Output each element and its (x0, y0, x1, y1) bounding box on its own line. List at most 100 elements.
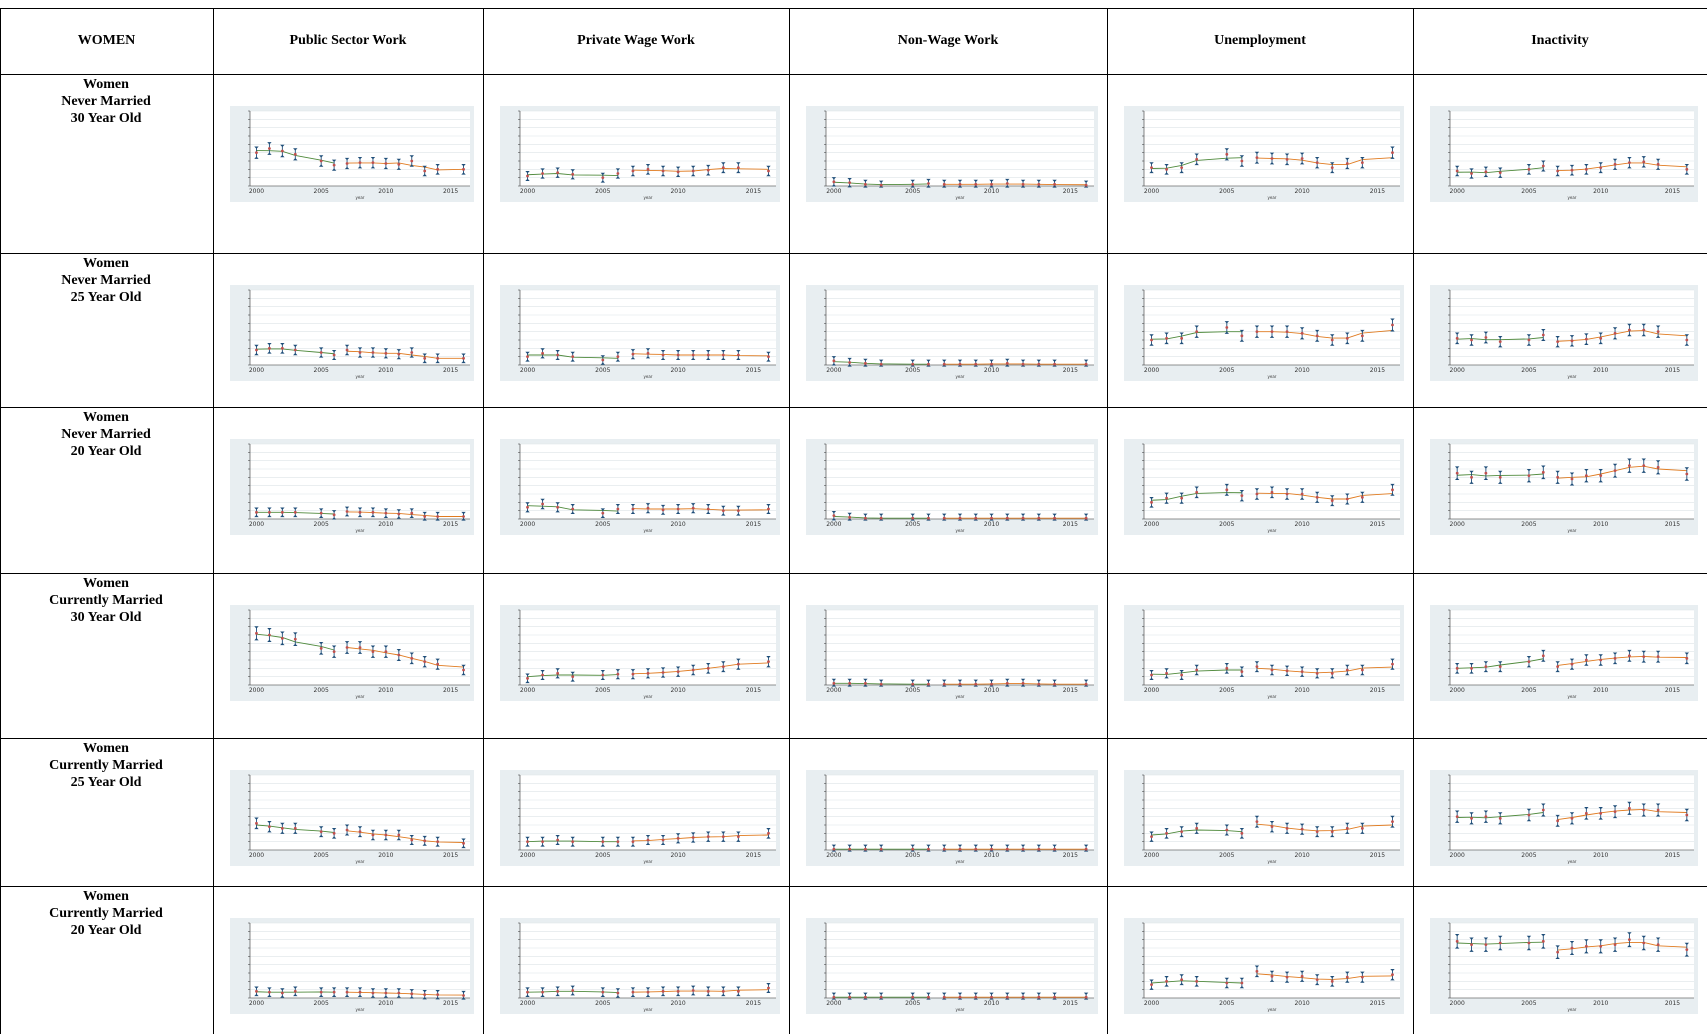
ci-cap (1598, 341, 1603, 345)
ci-cap (1498, 481, 1503, 484)
data-point (332, 353, 336, 357)
ci-cap (1360, 971, 1365, 975)
ci-cap (615, 503, 621, 507)
x-tick-label: 2015 (443, 1000, 458, 1007)
ci-cap (660, 993, 666, 997)
x-axis-label: year (356, 694, 365, 699)
data-point (1053, 516, 1056, 520)
data-point (721, 509, 725, 513)
data-point (601, 673, 605, 677)
ci-cap (1360, 165, 1365, 169)
chart-panel: 2000 2005 2010 2015 year (500, 918, 780, 1014)
data-point (646, 167, 650, 171)
x-axis-label: year (1568, 694, 1577, 699)
data-point (879, 362, 883, 366)
x-tick-label: 2010 (670, 521, 685, 528)
ci-cap (1020, 185, 1026, 188)
ci-cap (766, 503, 771, 507)
ci-cap (1194, 486, 1199, 489)
x-tick-label: 2015 (1370, 687, 1385, 694)
data-point (911, 182, 915, 186)
table-column-divider (1107, 8, 1108, 1034)
ci-cap (1164, 501, 1169, 504)
data-point (1285, 330, 1289, 334)
data-point (1270, 974, 1274, 978)
ci-cap (1655, 814, 1661, 817)
data-point (423, 839, 427, 843)
data-point (1570, 662, 1574, 666)
chart-panel: 2000 2005 2010 2015 year (806, 285, 1098, 381)
x-tick-label: 2000 (520, 521, 535, 528)
ci-cap (1612, 815, 1618, 819)
data-point (1330, 979, 1334, 983)
ci-cap (570, 169, 575, 172)
ci-cap (1598, 654, 1603, 657)
ci-cap (570, 503, 575, 507)
ci-cap (831, 684, 837, 687)
ci-cap (1498, 167, 1503, 170)
row-header-line: Women (83, 576, 129, 591)
ci-cap (1584, 951, 1589, 954)
ci-cap (973, 185, 978, 188)
ci-cap (1330, 676, 1335, 679)
ci-cap (461, 172, 466, 175)
data-point (631, 840, 635, 844)
ci-cap (630, 844, 636, 847)
x-tick-label: 2010 (1593, 188, 1608, 195)
data-point (1300, 331, 1304, 335)
ci-cap (1314, 156, 1320, 160)
plot-area (250, 923, 470, 998)
data-point (864, 182, 867, 186)
ci-cap (461, 353, 466, 356)
data-point (736, 835, 740, 839)
data-point (1150, 338, 1153, 342)
data-point (736, 353, 740, 357)
ci-cap (1052, 679, 1057, 683)
data-point (556, 989, 560, 993)
ci-cap (1314, 974, 1320, 977)
ci-cap (736, 349, 741, 353)
ci-cap (1194, 664, 1199, 668)
ci-cap (344, 166, 350, 170)
data-point (958, 362, 962, 366)
ci-cap (615, 995, 621, 998)
ci-cap (1390, 667, 1395, 670)
ci-cap (461, 672, 466, 676)
ci-cap (1684, 942, 1690, 946)
data-point (397, 833, 401, 837)
ci-cap (645, 510, 651, 514)
ci-cap (1345, 664, 1350, 668)
ci-cap (280, 507, 285, 510)
ci-cap (1598, 663, 1603, 666)
ci-cap (254, 156, 259, 159)
x-tick-label: 2010 (1593, 852, 1608, 859)
column-header: Public Sector Work (289, 33, 407, 48)
data-point (1330, 671, 1334, 675)
data-point (384, 833, 388, 837)
ci-cap (280, 995, 285, 998)
ci-cap (1149, 505, 1154, 508)
ci-cap (280, 642, 285, 646)
x-tick-label: 2015 (1370, 367, 1385, 374)
data-point (1180, 978, 1184, 982)
data-point (1584, 474, 1588, 478)
ci-cap (331, 357, 337, 361)
x-axis-label: year (1268, 528, 1277, 533)
data-point (1613, 943, 1617, 947)
ci-cap (1454, 662, 1460, 666)
ci-cap (293, 514, 298, 518)
data-point (1628, 464, 1631, 468)
data-point (661, 169, 665, 173)
plot-area (826, 290, 1094, 365)
data-point (1527, 338, 1531, 342)
ci-cap (1314, 982, 1320, 986)
ci-cap (1194, 822, 1199, 826)
fit-line-early (527, 354, 618, 359)
ci-cap (383, 655, 389, 658)
data-point (1285, 975, 1289, 979)
ci-cap (357, 826, 363, 829)
ci-cap (267, 152, 272, 155)
x-tick-label: 2010 (1593, 367, 1608, 374)
ci-cap (1299, 152, 1305, 156)
data-point (1498, 475, 1502, 479)
